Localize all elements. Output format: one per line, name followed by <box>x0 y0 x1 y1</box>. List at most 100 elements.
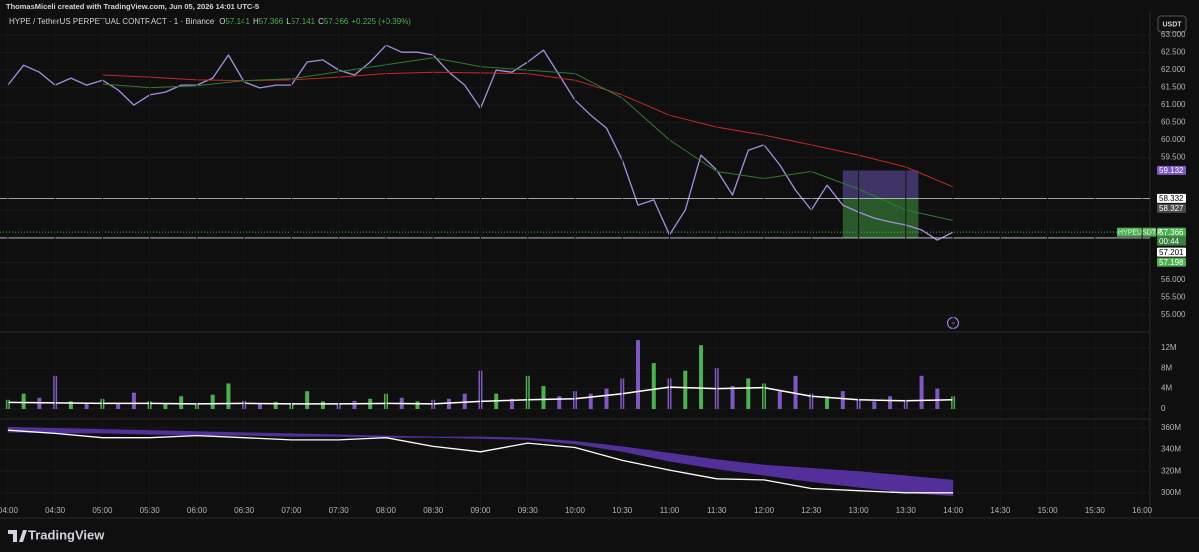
volume-bar <box>683 370 688 410</box>
y-tick-label: 320M <box>1161 466 1181 475</box>
y-tick-label: 12M <box>1161 343 1177 352</box>
stop-zone <box>842 198 919 239</box>
volume-bar <box>730 386 735 410</box>
price-label: 57.201 <box>1159 248 1184 257</box>
volume-bar <box>305 391 310 410</box>
countdown-box <box>1157 236 1186 246</box>
indicator-line <box>7 429 954 494</box>
symbol-tag: HYPEUSDT.P <box>1118 230 1162 237</box>
price-label: 59.132 <box>1159 166 1184 175</box>
currency[interactable]: USDT <box>1162 21 1182 28</box>
ohlc-value: 57.366 <box>324 17 349 26</box>
x-tick-label: 16:00 <box>1132 506 1153 515</box>
x-tick-label: 12:00 <box>754 506 775 515</box>
price-label-box <box>1157 257 1186 267</box>
change: +0.225 (+0.39%) <box>351 17 411 26</box>
y-tick-label: 55.500 <box>1161 293 1186 302</box>
symbol: HYPE / TetherUS PERPETUAL CONTRACT · 1 ·… <box>9 17 215 26</box>
x-tick-label: 12:30 <box>801 506 822 515</box>
x-tick-label: 11:30 <box>707 506 727 515</box>
y-tick-label: 340M <box>1161 445 1181 454</box>
volume-bar <box>415 401 420 410</box>
x-tick-label: 08:30 <box>423 506 444 515</box>
volume-bar <box>352 400 357 410</box>
price-label: 58.327 <box>1159 204 1184 213</box>
volume-bar <box>257 403 262 410</box>
y-tick-label: 60.000 <box>1161 135 1186 144</box>
x-tick-label: 06:00 <box>187 506 208 515</box>
x-tick-label: 04:30 <box>45 506 66 515</box>
volume-bar <box>320 401 325 410</box>
volume-bar <box>793 375 798 410</box>
y-tick-label: 63.000 <box>1161 30 1186 39</box>
x-tick-label: 06:30 <box>234 506 255 515</box>
volume-bar <box>131 392 136 410</box>
volume-bar <box>462 393 467 410</box>
attribution: ThomasMiceli created with TradingView.co… <box>6 2 259 11</box>
volume-bar <box>746 378 751 410</box>
volume-bar <box>226 383 231 410</box>
volume-bar <box>21 393 26 410</box>
ohlc-label: O <box>219 17 225 26</box>
volume-bar <box>935 388 940 410</box>
y-tick-label: 62.500 <box>1161 48 1186 57</box>
volume-bar <box>273 401 278 410</box>
price-label-box <box>1157 193 1186 203</box>
x-tick-label: 15:00 <box>1038 506 1059 515</box>
volume-bar <box>840 391 845 410</box>
x-tick-label: 05:00 <box>92 506 113 515</box>
volume-bar <box>557 396 562 410</box>
x-tick-label: 08:00 <box>376 506 397 515</box>
y-tick-label: 61.000 <box>1161 100 1186 109</box>
ohlc-label: H <box>253 17 259 26</box>
ohlc-label: C <box>318 17 324 26</box>
x-tick-label: 07:30 <box>329 506 350 515</box>
x-tick-label: 10:00 <box>565 506 586 515</box>
y-tick-label: 300M <box>1161 488 1181 497</box>
target-zone <box>842 170 919 199</box>
x-tick-label: 15:30 <box>1085 506 1106 515</box>
volume-bar <box>116 403 121 410</box>
volume-bar <box>446 398 451 410</box>
x-tick-label: 14:30 <box>990 506 1011 515</box>
volume-bar <box>825 396 830 410</box>
volume-bar <box>872 401 877 410</box>
ohlc-label: L <box>286 17 291 26</box>
x-tick-label: 07:00 <box>281 506 302 515</box>
x-tick-label: 10:30 <box>612 506 633 515</box>
price-label: 57.198 <box>1159 258 1184 267</box>
y-tick-label: 62.000 <box>1161 65 1186 74</box>
y-tick-label: 0 <box>1161 404 1166 413</box>
x-tick-label: 13:30 <box>896 506 917 515</box>
volume-bar <box>163 403 168 410</box>
volume-bar <box>919 375 924 410</box>
volume-bar <box>541 386 546 410</box>
volume-bar <box>68 401 73 410</box>
currency-button[interactable] <box>1157 15 1187 33</box>
y-tick-label: 8M <box>1161 363 1172 372</box>
volume-bar <box>651 363 656 410</box>
price-label-box <box>1157 227 1186 237</box>
ohlc-value: 57.366 <box>259 17 284 26</box>
price-label-box <box>1157 165 1186 175</box>
y-tick-label: 360M <box>1161 423 1181 432</box>
legend: HYPE / TetherUS PERPETUAL CONTRACT · 1 ·… <box>9 17 411 26</box>
symbol-tag-box <box>1117 227 1156 237</box>
volume-bar <box>210 394 215 410</box>
x-tick-label: 11:00 <box>660 506 680 515</box>
footer <box>0 519 1199 552</box>
price-label: 58.332 <box>1159 194 1184 203</box>
volume-bar <box>888 396 893 410</box>
ohlc-value: 57.141 <box>291 17 316 26</box>
y-tick-label: 61.500 <box>1161 83 1186 92</box>
x-tick-label: 09:30 <box>518 506 539 515</box>
volume-bar <box>179 396 184 410</box>
volume-bar <box>636 340 641 410</box>
y-tick-label: 4M <box>1161 384 1172 393</box>
volume-bar <box>777 391 782 410</box>
brand-logo <box>8 530 27 542</box>
countdown: 00:44 <box>1159 237 1180 246</box>
volume-bar <box>84 402 89 410</box>
